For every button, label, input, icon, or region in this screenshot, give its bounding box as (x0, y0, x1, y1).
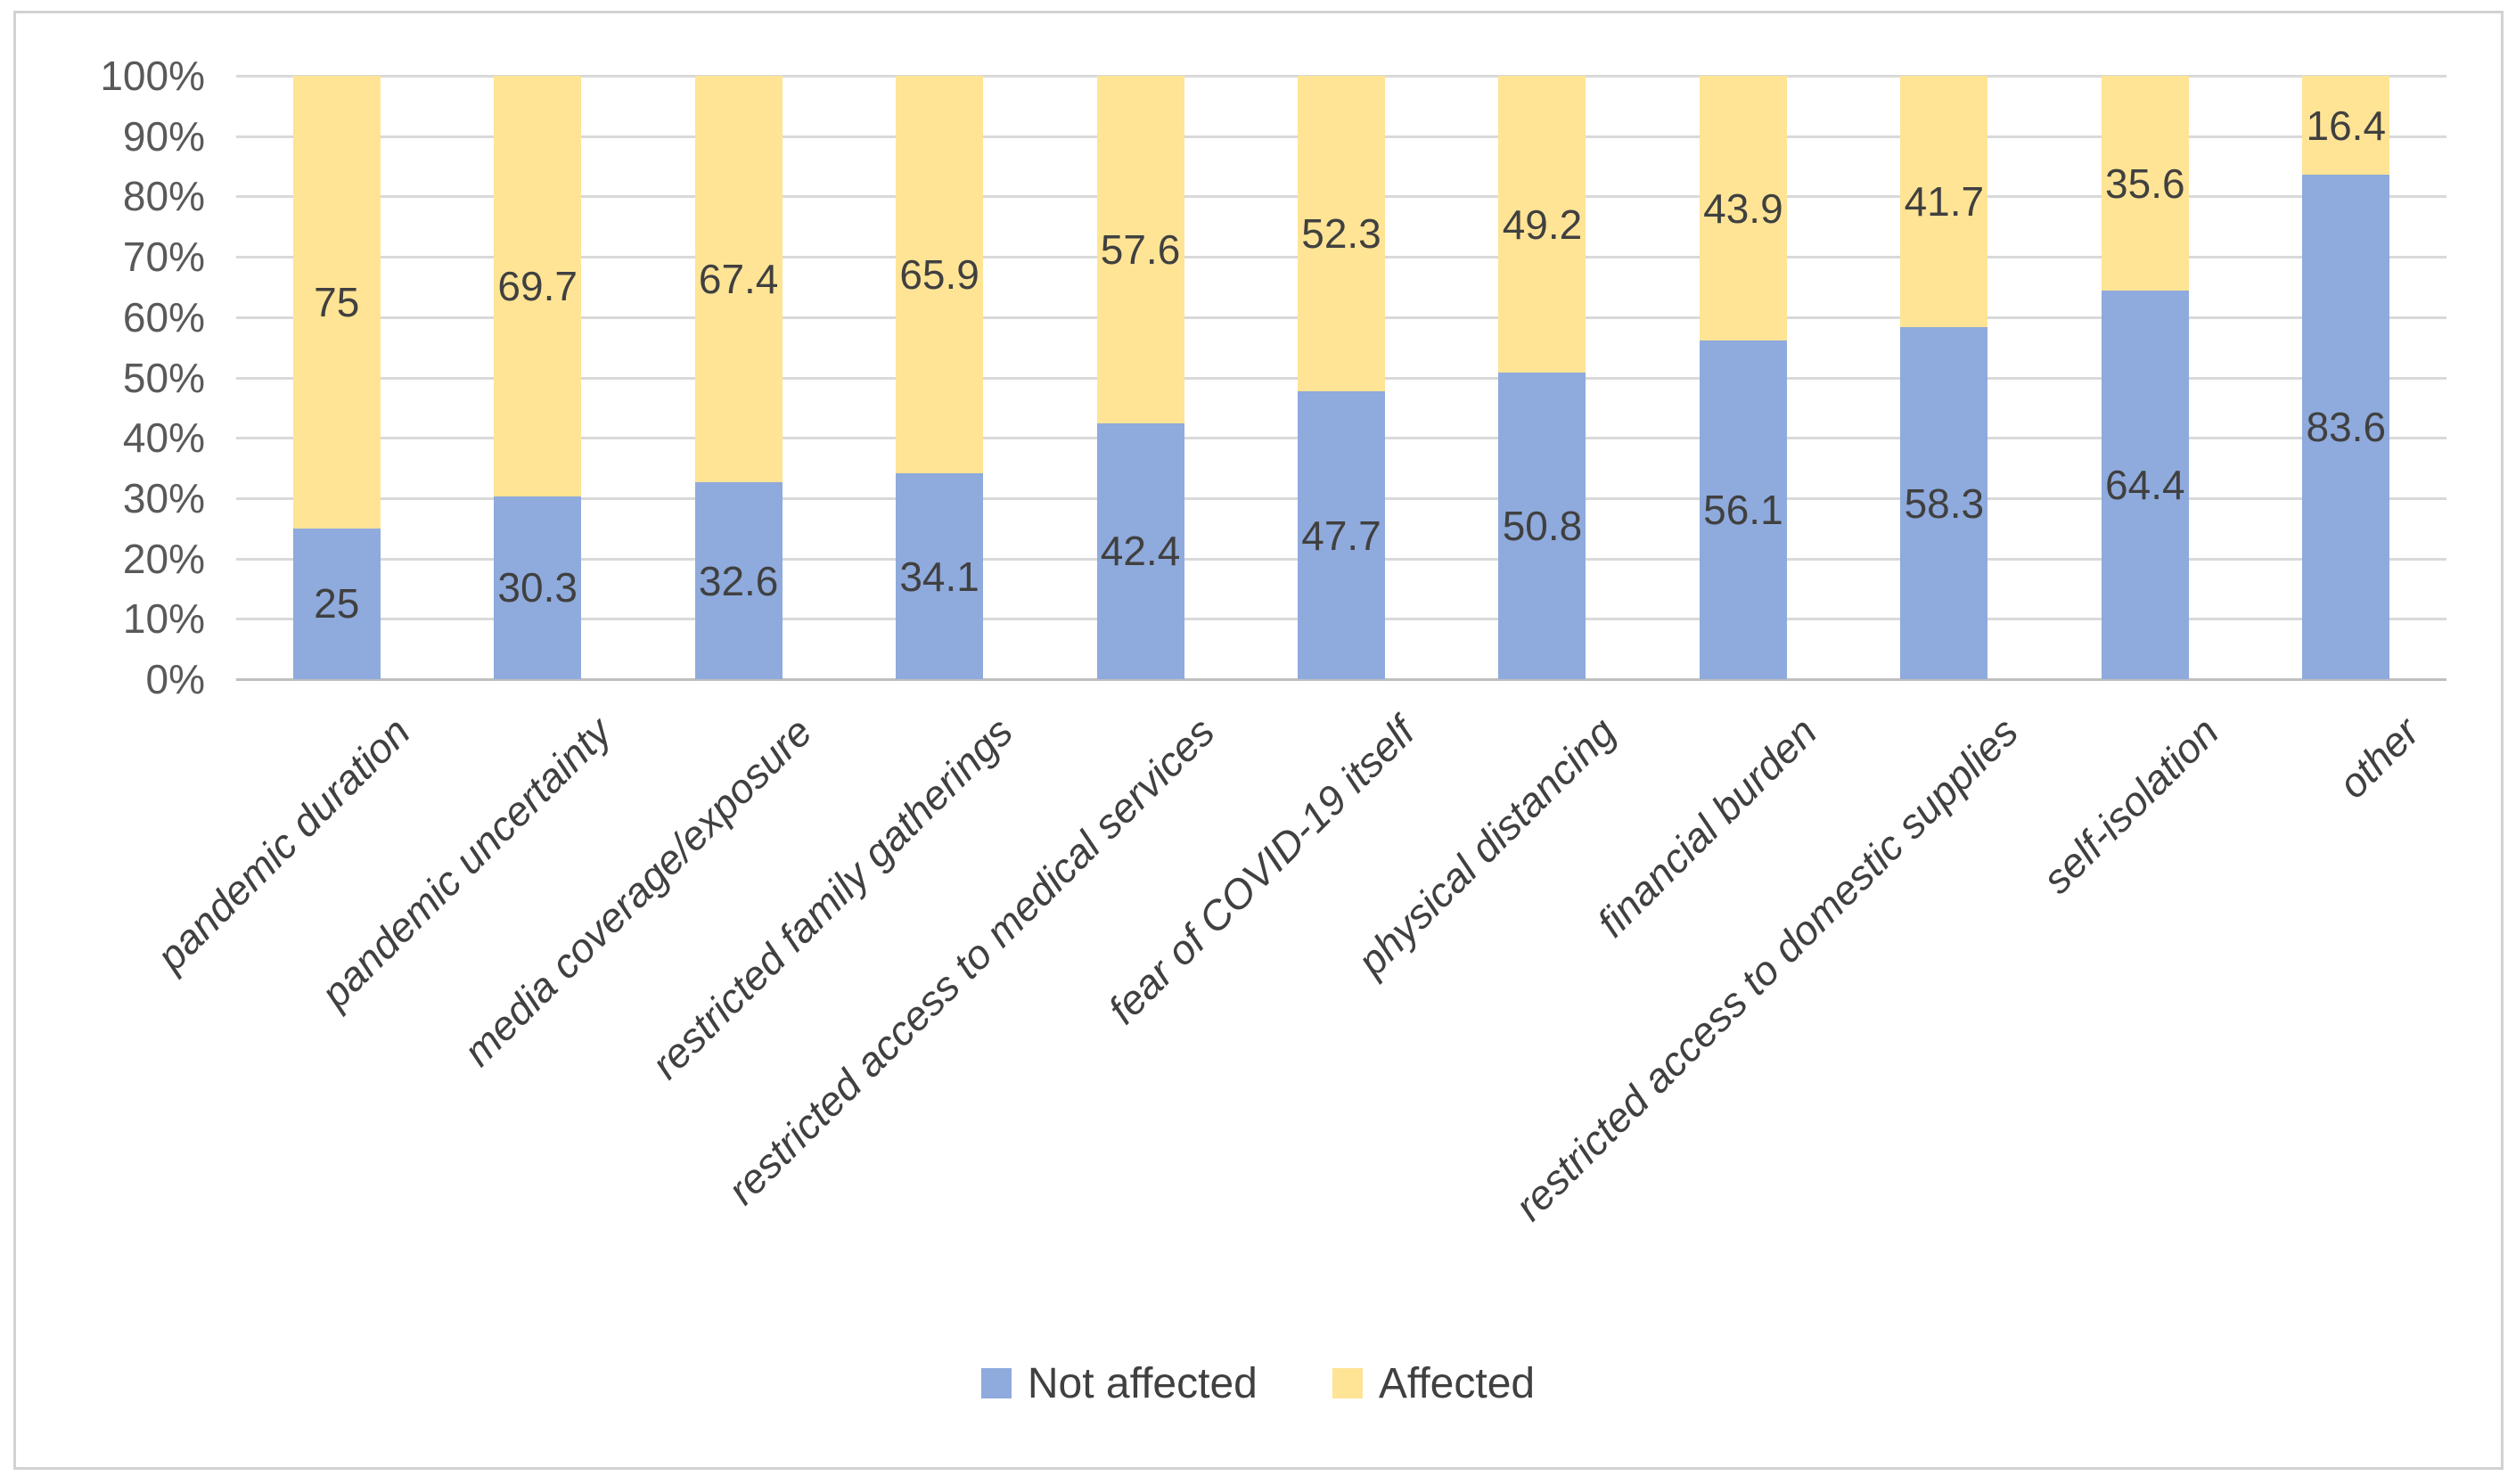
y-tick-label: 50% (122, 354, 205, 401)
y-tick-label: 100% (100, 53, 205, 99)
data-label: 42.4 (1100, 528, 1181, 575)
y-tick-label: 0% (145, 656, 205, 702)
bar-segment-not-affected: 30.3 (494, 496, 582, 679)
bar-column: 41.7 58.3 (1900, 76, 1988, 679)
data-label: 56.1 (1703, 487, 1783, 534)
legend-swatch-icon (980, 1368, 1012, 1398)
bar-segment-not-affected: 42.4 (1096, 422, 1184, 679)
legend: Not affected Affected (0, 1357, 2516, 1410)
y-tick-label: 90% (122, 112, 205, 160)
bar-column: 67.4 32.6 (694, 76, 783, 679)
bar-column: 49.2 50.8 (1498, 76, 1586, 679)
y-tick-label: 80% (122, 173, 205, 220)
bar-segment-not-affected: 32.6 (694, 482, 783, 679)
data-label: 47.7 (1301, 512, 1381, 559)
bar-segment-affected: 67.4 (694, 76, 783, 483)
y-tick-label: 40% (122, 414, 205, 462)
data-label: 50.8 (1502, 503, 1583, 550)
y-tick-label: 70% (122, 234, 205, 281)
bar-segment-affected: 43.9 (1699, 76, 1787, 341)
bar-column: 52.3 47.7 (1298, 76, 1385, 679)
bar-segment-affected: 69.7 (494, 76, 582, 496)
bar-column: 69.7 30.3 (494, 76, 582, 679)
bar-segment-not-affected: 47.7 (1298, 391, 1385, 679)
bar-segment-not-affected: 50.8 (1498, 373, 1586, 679)
data-label: 34.1 (899, 553, 979, 600)
bar-segment-not-affected: 34.1 (896, 473, 984, 679)
legend-item: Not affected (980, 1359, 1258, 1408)
chart-frame (13, 11, 2504, 1470)
bar-segment-not-affected: 56.1 (1699, 340, 1787, 679)
bar-segment-not-affected: 25 (292, 528, 381, 679)
data-label: 41.7 (1904, 178, 1985, 225)
data-label: 57.6 (1100, 225, 1181, 273)
bar-column: 65.9 34.1 (896, 76, 984, 679)
data-label: 35.6 (2105, 160, 2185, 207)
legend-label: Not affected (1027, 1359, 1258, 1407)
data-label: 43.9 (1703, 184, 1783, 232)
data-label: 16.4 (2306, 102, 2387, 149)
x-category-label: media coverage/exposure (455, 708, 822, 1075)
bar-segment-not-affected: 83.6 (2302, 175, 2390, 679)
y-tick-label: 30% (122, 474, 205, 521)
bar-column: 75 25 (292, 76, 381, 679)
data-label: 75 (314, 278, 360, 325)
bar-column: 57.6 42.4 (1096, 76, 1184, 679)
data-label: 25 (314, 580, 360, 627)
legend-swatch-icon (1332, 1368, 1363, 1398)
y-tick-label: 20% (122, 535, 205, 582)
bar-segment-not-affected: 58.3 (1900, 327, 1988, 679)
bar-column: 43.9 56.1 (1699, 76, 1787, 679)
y-tick-label: 60% (122, 293, 205, 340)
x-axis-line (236, 678, 2446, 681)
data-label: 67.4 (698, 256, 779, 303)
bar-segment-affected: 41.7 (1900, 76, 1988, 328)
bar-segment-affected: 52.3 (1298, 76, 1385, 392)
x-category-label: restricted family gatherings (643, 708, 1022, 1088)
data-label: 52.3 (1301, 210, 1381, 258)
data-label: 64.4 (2105, 461, 2185, 508)
data-label: 30.3 (497, 564, 578, 611)
bar-segment-affected: 57.6 (1096, 76, 1184, 423)
x-category-label: other (2329, 708, 2429, 808)
bar-column: 16.4 83.6 (2302, 76, 2390, 679)
data-label: 58.3 (1904, 480, 1985, 527)
data-label: 49.2 (1502, 201, 1583, 248)
data-label: 83.6 (2306, 404, 2387, 450)
bar-column: 35.6 64.4 (2101, 76, 2189, 679)
bar-segment-affected: 75 (292, 76, 381, 529)
data-label: 65.9 (899, 251, 979, 299)
legend-item: Affected (1332, 1359, 1535, 1408)
bar-segment-affected: 65.9 (896, 76, 984, 474)
bar-segment-affected: 49.2 (1498, 76, 1586, 373)
data-label: 69.7 (497, 262, 578, 309)
bar-segment-affected: 35.6 (2101, 76, 2189, 291)
legend-label: Affected (1378, 1359, 1536, 1407)
x-category-label: self-isolation (2033, 708, 2228, 903)
data-label: 32.6 (698, 557, 779, 604)
bar-segment-not-affected: 64.4 (2101, 291, 2189, 679)
y-tick-label: 10% (122, 595, 205, 643)
bar-segment-affected: 16.4 (2302, 76, 2390, 176)
